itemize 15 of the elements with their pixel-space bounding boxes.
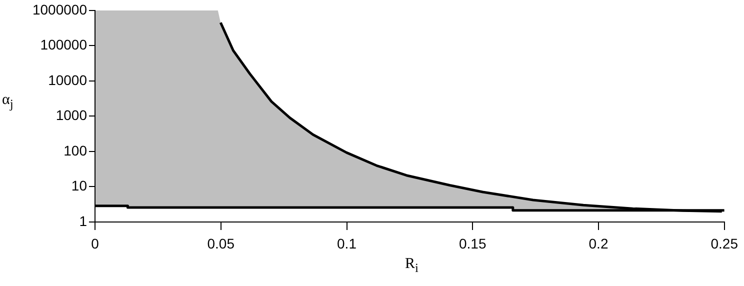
x-axis-title: R$_{i}$ bbox=[405, 256, 418, 276]
y-tick-label: 1 bbox=[79, 212, 88, 229]
x-tick-label: 0 bbox=[91, 235, 100, 252]
x-tick-label: 0.25 bbox=[710, 235, 738, 252]
y-tick-label: 1000 bbox=[56, 107, 88, 124]
y-tick-label: 10000 bbox=[48, 72, 88, 88]
x-tick-label: 0.05 bbox=[207, 235, 235, 252]
x-tick-label: 0.2 bbox=[588, 235, 608, 252]
y-tick-label: 10 bbox=[71, 178, 88, 194]
x-tick-label: 0.1 bbox=[337, 235, 357, 252]
y-tick-label: 1000000 bbox=[32, 1, 88, 18]
y-axis-title: α$_{j}$ bbox=[2, 92, 14, 112]
x-tick-label: 0.15 bbox=[459, 235, 486, 252]
y-tick-label: 100 bbox=[64, 142, 88, 158]
y-tick-label: 100000 bbox=[40, 36, 88, 53]
